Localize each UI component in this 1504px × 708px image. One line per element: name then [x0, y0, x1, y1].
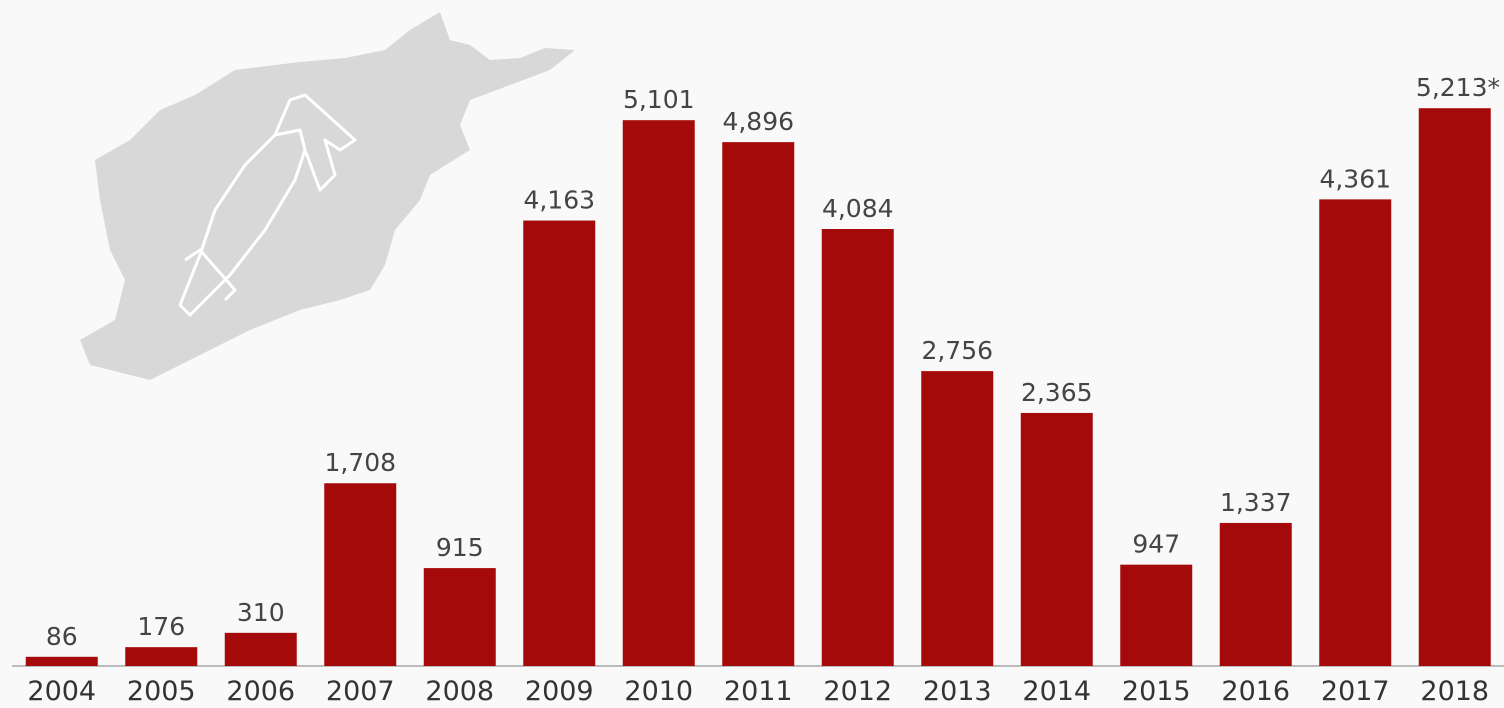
value-label: 4,896	[722, 107, 794, 136]
x-tick-label: 2018	[1420, 676, 1489, 707]
bar	[1020, 412, 1093, 666]
x-tick-label: 2017	[1321, 676, 1390, 707]
x-tick-label: 2016	[1221, 676, 1290, 707]
bar	[125, 647, 198, 666]
bar	[921, 371, 994, 666]
x-tick-label: 2012	[823, 676, 892, 707]
bar	[523, 220, 596, 666]
x-tick-label: 2014	[1022, 676, 1091, 707]
bar	[1120, 564, 1193, 666]
value-label: 5,213*	[1416, 73, 1500, 102]
x-tick-label: 2005	[127, 676, 196, 707]
value-label: 86	[46, 622, 78, 651]
value-label: 4,084	[822, 194, 894, 223]
value-label: 310	[237, 598, 285, 627]
map-illustration	[80, 12, 575, 380]
bar	[1319, 199, 1392, 667]
bar	[324, 483, 397, 666]
bar	[1418, 108, 1491, 667]
x-tick-label: 2007	[326, 676, 395, 707]
x-tick-label: 2013	[923, 676, 992, 707]
x-tick-label: 2006	[226, 676, 295, 707]
value-label: 4,361	[1319, 164, 1391, 193]
bar	[722, 142, 795, 667]
x-tick-label: 2015	[1122, 676, 1191, 707]
value-label: 176	[137, 612, 185, 641]
value-label: 2,365	[1021, 378, 1093, 407]
bar	[423, 568, 496, 666]
x-tick-label: 2009	[525, 676, 594, 707]
bar	[224, 632, 297, 666]
bar	[821, 229, 894, 666]
x-tick-label: 2004	[27, 676, 96, 707]
bar	[622, 120, 695, 667]
value-label: 947	[1132, 530, 1180, 559]
bar	[1219, 522, 1292, 666]
value-label: 1,708	[324, 448, 396, 477]
bar	[25, 656, 98, 666]
value-label: 1,337	[1220, 488, 1292, 517]
value-label: 5,101	[623, 85, 695, 114]
x-tick-label: 2011	[724, 676, 793, 707]
x-tick-label: 2010	[624, 676, 693, 707]
value-label: 915	[436, 533, 484, 562]
value-label: 4,163	[523, 186, 595, 215]
value-label: 2,756	[921, 336, 993, 365]
x-tick-label: 2008	[425, 676, 494, 707]
